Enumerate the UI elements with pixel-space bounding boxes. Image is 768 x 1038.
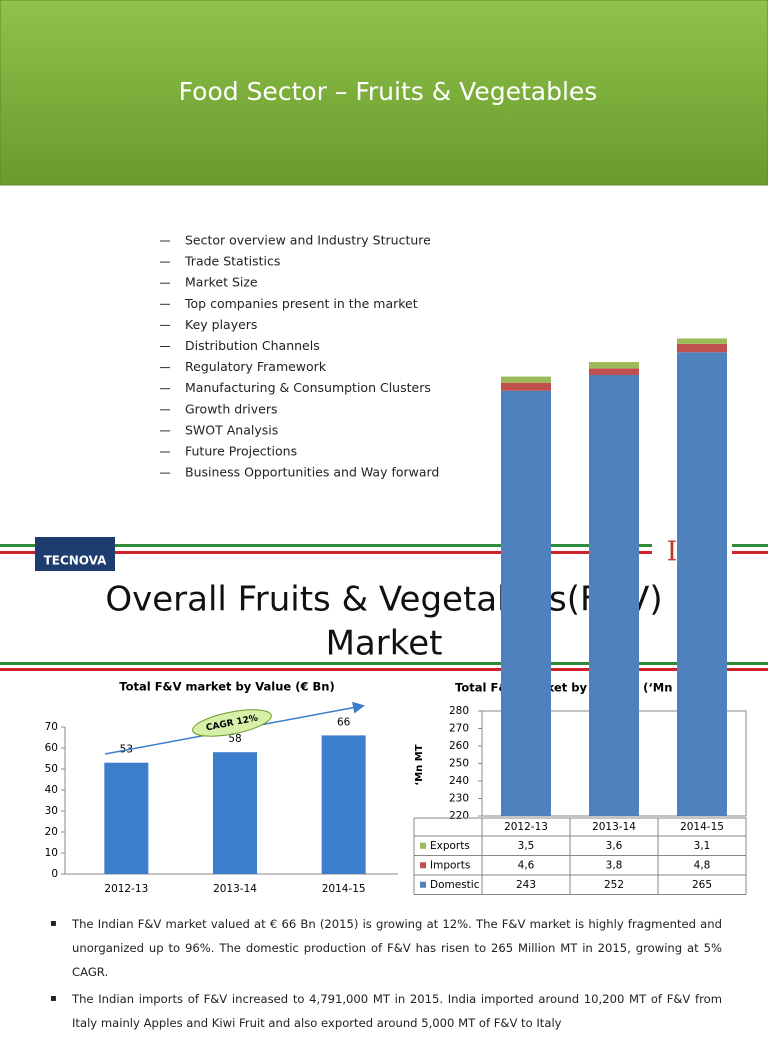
note: The Indian F&V market valued at € 66 Bn … — [50, 912, 722, 984]
x-tick-label: 2012-13 — [104, 883, 148, 895]
bar-segment — [589, 368, 639, 375]
agenda-item: Sector overview and Industry Structure — [185, 233, 431, 248]
logo-left-box — [35, 537, 115, 571]
x-tick-label: 2013-14 — [592, 821, 636, 833]
agenda-item: Business Opportunities and Way forward — [185, 465, 439, 480]
table-cell: 3,6 — [606, 840, 623, 852]
agenda-item: Market Size — [185, 275, 258, 290]
header-title: Food Sector – Fruits & Vegetables — [179, 77, 598, 106]
cagr-ellipse — [192, 709, 272, 737]
agenda-item: SWOT Analysis — [185, 422, 278, 437]
x-tick-label: 2014-15 — [322, 883, 366, 895]
bar-segment — [501, 390, 551, 816]
value-label: 66 — [337, 716, 351, 728]
bar — [321, 735, 366, 874]
note: The Indian imports of F&V increased to 4… — [50, 987, 722, 1035]
slide-title: Market — [326, 624, 443, 664]
legend-label: Domestic — [430, 879, 480, 891]
y-tick-label: 250 — [449, 758, 469, 770]
agenda-item: Distribution Channels — [185, 338, 320, 353]
header-banner — [0, 0, 768, 186]
y-tick-label: 50 — [45, 763, 58, 775]
stripe — [0, 551, 768, 554]
agenda-item: Future Projections — [185, 444, 297, 459]
y-tick-label: 0 — [51, 868, 58, 880]
legend-swatch — [420, 862, 426, 869]
bar-segment — [677, 343, 727, 353]
y-tick-label: 70 — [45, 721, 58, 733]
notes: The Indian F&V market valued at € 66 Bn … — [50, 912, 722, 1038]
bar — [213, 752, 257, 874]
bar — [104, 762, 149, 874]
bar-segment — [589, 375, 639, 816]
bar-segment — [501, 376, 551, 383]
table-cell: 3,5 — [518, 840, 535, 852]
table-cell: 3,8 — [606, 859, 623, 871]
legend-swatch — [420, 842, 426, 849]
x-tick-label: 2012-13 — [504, 821, 548, 833]
agenda-item: Trade Statistics — [184, 254, 280, 269]
y-tick-label: 270 — [449, 723, 469, 735]
table-cell: 252 — [604, 879, 624, 891]
table-cell: 4,8 — [694, 859, 711, 871]
y-tick-label: 220 — [449, 810, 469, 822]
y-tick-label: 260 — [449, 740, 469, 752]
y-tick-label: 280 — [449, 705, 469, 717]
y-tick-label: 20 — [45, 826, 58, 838]
chart-title: Total F&V market by Volume (‘Mn MT) — [455, 681, 701, 695]
bar-segment — [589, 362, 639, 369]
y-tick-label: 30 — [45, 805, 58, 817]
table-cell: 3,1 — [694, 840, 711, 852]
agenda-item: Growth drivers — [185, 401, 278, 416]
legend-swatch — [420, 881, 426, 888]
legend-label: Exports — [430, 840, 470, 852]
x-tick-label: 2014-15 — [680, 821, 724, 833]
table-cell: 4,6 — [518, 859, 535, 871]
table-cell: 265 — [692, 879, 712, 891]
bar-segment — [501, 382, 551, 391]
agenda-item: Manufacturing & Consumption Clusters — [185, 380, 431, 395]
chart-title: Total F&V market by Value (€ Bn) — [119, 680, 334, 694]
agenda-item: Top companies present in the market — [184, 296, 418, 311]
slide-title: Overall Fruits & Vegetables(F&V) — [105, 580, 662, 620]
bar-segment — [677, 338, 727, 344]
legend-label: Imports — [430, 859, 470, 871]
y-axis-label: ‘Mn MT — [414, 744, 425, 785]
table-cell: 243 — [516, 879, 536, 891]
y-tick-label: 40 — [45, 784, 58, 796]
logo-left: TECNOVA — [44, 554, 108, 568]
cagr-badge: CAGR 12% — [192, 709, 272, 737]
bar-segment — [677, 352, 727, 816]
stripe — [0, 544, 768, 547]
x-tick-label: 2013-14 — [213, 883, 257, 895]
y-tick-label: 230 — [449, 793, 469, 805]
agenda-item: Regulatory Framework — [185, 359, 327, 374]
y-tick-label: 240 — [449, 775, 469, 787]
stripe — [0, 668, 768, 671]
value-label: 58 — [228, 733, 241, 745]
agenda-item: Key players — [185, 317, 257, 332]
y-tick-label: 10 — [45, 847, 58, 859]
stripe — [0, 662, 768, 665]
y-tick-label: 60 — [45, 742, 58, 754]
